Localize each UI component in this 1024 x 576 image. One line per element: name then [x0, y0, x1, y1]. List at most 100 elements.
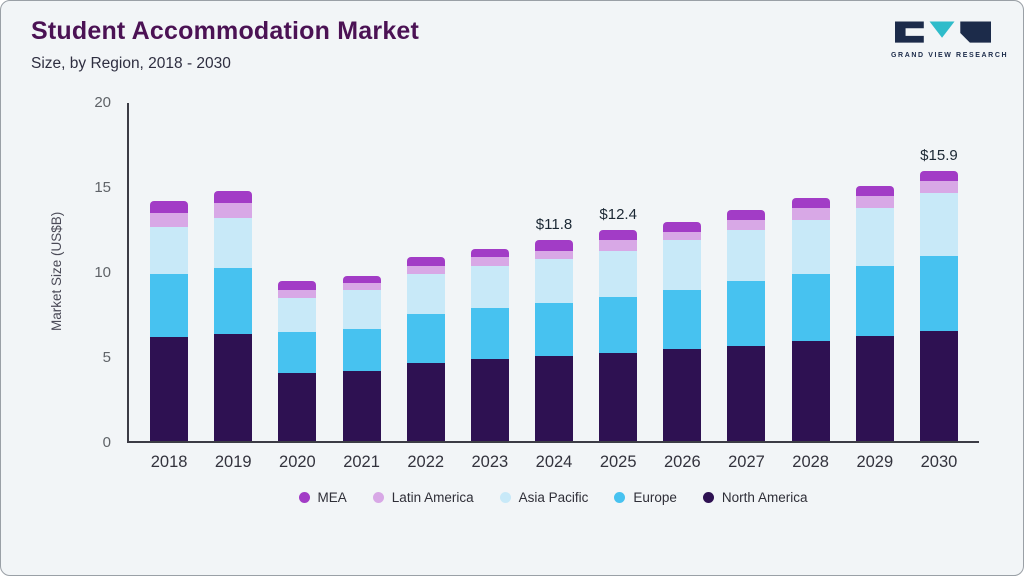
bar-stack-2028	[791, 197, 830, 441]
bar-stack-2021	[342, 276, 381, 441]
segment-latin-america-2028	[791, 208, 830, 221]
segment-latin-america-2020	[278, 289, 317, 299]
segment-north-america-2025	[599, 352, 638, 441]
bar-stack-2026	[663, 221, 702, 441]
bar-2023	[458, 103, 522, 441]
x-tick-2028: 2028	[792, 453, 829, 471]
title-block: Student Accommodation Market Size, by Re…	[31, 17, 419, 73]
segment-mea-2030	[919, 170, 958, 181]
bar-2025: $12.4	[586, 103, 650, 441]
bar-stack-2019	[214, 191, 253, 441]
segment-latin-america-2022	[406, 265, 445, 275]
segment-asia-pacific-2030	[919, 192, 958, 256]
bar-stack-2023	[470, 248, 509, 441]
legend-swatch-mea	[298, 492, 310, 503]
segment-mea-2020	[278, 281, 317, 290]
x-tick-2025: 2025	[599, 453, 637, 471]
chart-subtitle: Size, by Region, 2018 - 2030	[31, 55, 231, 72]
legend-label: Latin America	[391, 490, 474, 505]
chart-area: Market Size (US$B) 0 5 10 15 20 $11.8 $12.4 $1…	[31, 94, 995, 505]
bar-2020	[265, 103, 329, 441]
y-tick-5: 5	[102, 349, 111, 366]
segment-asia-pacific-2018	[150, 226, 189, 275]
y-tick-15: 15	[94, 179, 111, 196]
legend-item-mea: MEA	[298, 490, 347, 505]
legend-label: Asia Pacific	[518, 490, 589, 505]
x-tick-2026: 2026	[663, 453, 701, 471]
y-tick-0: 0	[102, 434, 111, 451]
segment-north-america-2029	[855, 335, 894, 441]
legend: MEA Latin America Asia Pacific Europe North …	[127, 490, 979, 505]
x-tick-2020: 2020	[279, 453, 316, 471]
segment-latin-america-2025	[599, 240, 638, 251]
segment-mea-2024	[535, 240, 574, 251]
y-tick-20: 20	[94, 94, 111, 111]
segment-europe-2018	[150, 274, 189, 338]
segment-north-america-2023	[470, 359, 509, 441]
segment-asia-pacific-2025	[599, 250, 638, 297]
bar-2024: $11.8	[522, 103, 586, 441]
plot: $11.8 $12.4 $15.9	[127, 103, 979, 443]
annotation-2025: $12.4	[599, 206, 637, 224]
bar-stack-2022	[406, 257, 445, 441]
segment-asia-pacific-2022	[406, 274, 445, 314]
segment-europe-2024	[535, 303, 574, 356]
segment-mea-2022	[406, 257, 445, 266]
x-tick-2029: 2029	[856, 453, 894, 471]
gvr-logo-text: GRAND VIEW RESEARCH	[891, 52, 1009, 59]
legend-label: North America	[721, 490, 808, 505]
segment-europe-2029	[855, 265, 894, 336]
y-axis-ticks: 0 5 10 15 20	[67, 94, 111, 451]
bar-stack-2030: $15.9	[919, 146, 958, 441]
segment-latin-america-2023	[470, 257, 509, 266]
legend-label: MEA	[317, 490, 347, 505]
segment-latin-america-2029	[855, 196, 894, 209]
segment-mea-2029	[855, 186, 894, 197]
segment-mea-2025	[599, 230, 638, 241]
segment-asia-pacific-2020	[278, 298, 317, 333]
segment-asia-pacific-2019	[214, 218, 253, 268]
annotation-2030: $15.9	[920, 146, 958, 164]
x-tick-2022: 2022	[407, 453, 445, 471]
bar-2029	[843, 103, 907, 441]
segment-north-america-2030	[919, 330, 958, 441]
segment-north-america-2028	[791, 340, 830, 441]
legend-item-asia-pacific: Asia Pacific	[499, 490, 589, 505]
segment-asia-pacific-2029	[855, 208, 894, 266]
chart-title: Student Accommodation Market	[31, 17, 420, 45]
bar-2030: $15.9	[907, 103, 971, 441]
segment-north-america-2026	[663, 349, 702, 441]
bar-2026	[650, 103, 714, 441]
segment-mea-2021	[342, 276, 381, 283]
segment-mea-2018	[150, 201, 189, 214]
legend-item-north-america: North America	[702, 490, 808, 505]
segment-mea-2019	[214, 191, 253, 204]
segment-mea-2026	[663, 221, 702, 232]
segment-mea-2027	[727, 209, 766, 221]
segment-latin-america-2021	[342, 282, 381, 290]
segment-europe-2023	[470, 308, 509, 360]
segment-mea-2028	[791, 197, 830, 209]
segment-asia-pacific-2026	[663, 240, 702, 290]
x-tick-2021: 2021	[343, 453, 380, 471]
annotation-2024: $11.8	[535, 216, 573, 234]
segment-europe-2028	[791, 274, 830, 341]
bar-2022	[394, 103, 458, 441]
segment-asia-pacific-2021	[342, 289, 381, 329]
bar-2027	[714, 103, 778, 441]
segment-latin-america-2019	[214, 203, 253, 219]
bar-stack-2029	[855, 186, 894, 441]
bar-2018	[137, 103, 201, 441]
segment-mea-2023	[470, 248, 509, 258]
segment-north-america-2021	[342, 371, 381, 441]
bar-stack-2025: $12.4	[599, 206, 638, 441]
segment-latin-america-2026	[663, 231, 702, 241]
segment-europe-2020	[278, 332, 317, 373]
legend-swatch-europe	[614, 492, 626, 503]
segment-latin-america-2030	[919, 180, 958, 193]
x-tick-2018: 2018	[150, 453, 188, 471]
segment-europe-2022	[406, 313, 445, 363]
bar-stack-2024: $11.8	[535, 216, 574, 441]
x-axis-labels: 2018 2019 2020 2021 2022 2023 2024 2025 2026 2027…	[129, 453, 979, 472]
